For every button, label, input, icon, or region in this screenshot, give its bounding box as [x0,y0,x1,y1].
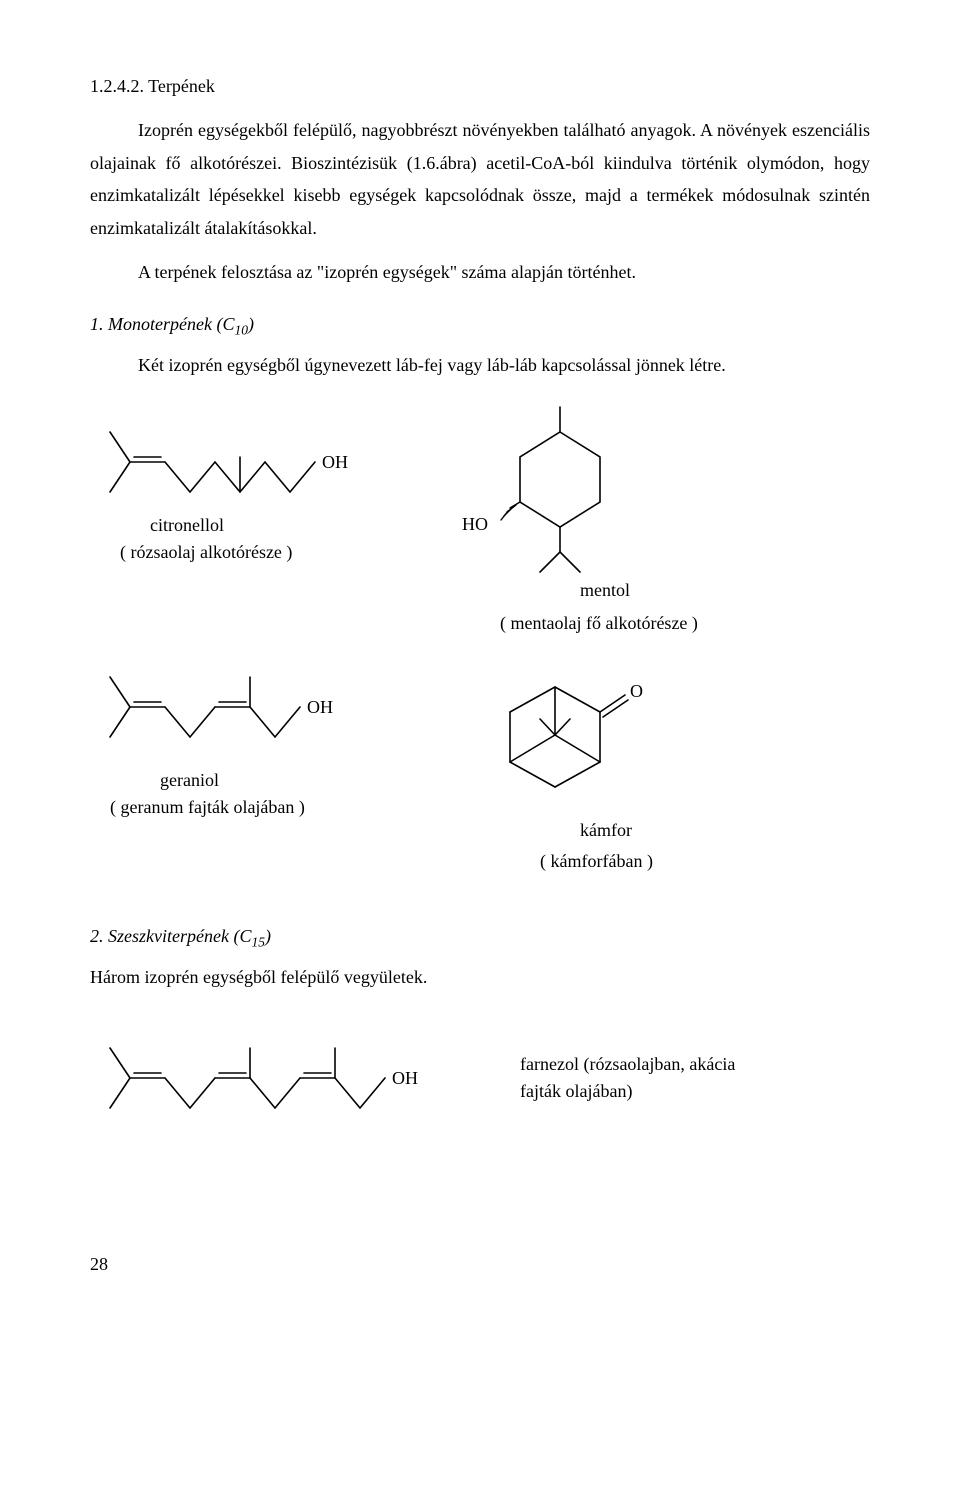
chem-row-2: OH geraniol ( geranum fajták olajában ) [90,657,870,875]
farnezol-cell: OH [90,1028,460,1128]
mono-head-text: 1. Monoterpének (C [90,314,234,334]
kamfor-structure: O [440,657,670,817]
mentol-note: ( mentaolaj fő alkotórésze ) [500,610,698,637]
chem-row-3: OH farnezol (rózsaolajban, akácia fajták… [90,1028,870,1128]
paragraph-classification: A terpének felosztása az "izoprén egység… [90,256,870,288]
farnezol-note: farnezol (rózsaolajban, akácia fajták ol… [520,1051,780,1105]
oh-label-2: OH [307,697,333,717]
kamfor-cell: O kámfor ( kámforfában ) [440,657,670,875]
chem-row-1: OH citronellol ( rózsaolaj alkotórésze ) [90,412,870,637]
kamfor-note: ( kámforfában ) [540,848,653,875]
paragraph-intro: Izoprén egységekből felépülő, nagyobbrés… [90,114,870,244]
kamfor-name: kámfor [580,817,632,844]
paragraph-mono-body: Két izoprén egységből úgynevezett láb-fe… [90,349,870,381]
page-number: 28 [90,1248,870,1280]
geraniol-structure: OH [90,657,380,757]
farnezol-structure: OH [90,1028,460,1128]
mentol-name: mentol [580,577,630,604]
mono-sub: 10 [234,323,248,338]
subheading-monoterpenes: 1. Monoterpének (C10) [90,308,870,343]
mentol-structure: HO [440,402,670,577]
mono-head-close: ) [248,314,254,334]
mentol-cell: HO mentol ( mentaolaj fő alkotórésze ) [440,402,698,637]
oh-label-3: OH [392,1068,418,1088]
paragraph-sesq-body: Három izoprén egységből felépülő vegyüle… [90,961,870,993]
geraniol-cell: OH geraniol ( geranum fajták olajában ) [90,657,380,875]
citronellol-name: citronellol [150,512,224,539]
section-heading: 1.2.4.2. Terpének [90,70,870,102]
o-label: O [630,681,643,701]
citronellol-structure: OH [90,412,380,512]
ho-label: HO [462,514,488,534]
geraniol-note: ( geranum fajták olajában ) [110,794,305,821]
sesq-head-close: ) [265,926,271,946]
subheading-sesquiterpenes: 2. Szeszkviterpének (C15) [90,920,870,955]
sesq-sub: 15 [251,934,265,949]
citronellol-cell: OH citronellol ( rózsaolaj alkotórésze ) [90,412,380,637]
citronellol-note: ( rózsaolaj alkotórésze ) [120,539,292,566]
geraniol-name: geraniol [160,767,219,794]
oh-label: OH [322,452,348,472]
sesq-head-text: 2. Szeszkviterpének (C [90,926,251,946]
